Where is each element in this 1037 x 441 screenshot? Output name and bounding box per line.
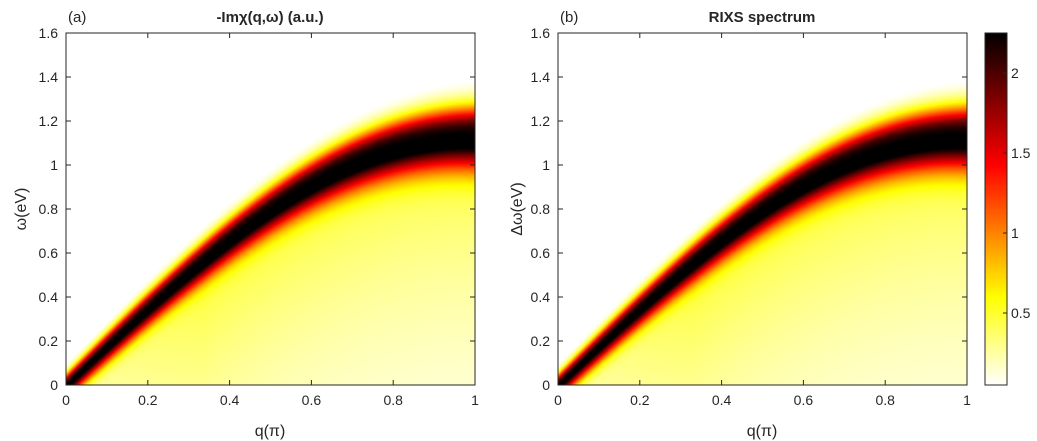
y-tick-label-a: 0.6 <box>39 245 59 261</box>
x-tick-label-a: 0.2 <box>138 392 158 408</box>
x-tick-label-a: 0.8 <box>383 392 403 408</box>
panel-b: (b) RIXS spectrum 0 0.2 0.4 0.6 0.8 100.20.40… <box>509 9 971 440</box>
panel-a: (a) -Imχ(q,ω) (a.u.) 0 0.2 0.4 0.6 0.8 100.20… <box>13 9 479 440</box>
y-tick-label-a: 1.2 <box>39 113 59 129</box>
y-tick-label-b: 0.4 <box>531 289 551 305</box>
y-axis-label-b: Δω(eV) <box>509 182 526 235</box>
panel-b-title: RIXS spectrum <box>709 9 816 26</box>
y-tick-label-b: 1 <box>542 157 550 173</box>
y-tick-label-b: 0.6 <box>531 245 551 261</box>
x-tick-label-b: 1 <box>963 392 971 408</box>
heatmap-a <box>66 33 475 385</box>
ticks-a: 0 0.2 0.4 0.6 0.8 1 0 0.2 0.4 0.6 0.8 1 1.2 1.4 1.6 <box>39 25 480 408</box>
y-tick-label-a: 0.4 <box>39 289 59 305</box>
y-tick-label-a: 0.8 <box>39 201 59 217</box>
y-tick-label-b: 0.2 <box>531 333 551 349</box>
y-tick-label-b: 0.8 <box>531 201 551 217</box>
y-tick-label-a: 1.6 <box>39 25 59 41</box>
colorbar-ticks: 0.5 1 1.5 2 <box>1003 65 1031 321</box>
x-axis-label-a: q(π) <box>255 423 286 440</box>
x-tick-label-a: 1 <box>471 392 479 408</box>
y-tick-label-b: 1.4 <box>531 69 551 85</box>
x-tick-label-b: 0.6 <box>794 392 814 408</box>
panel-b-tag: (b) <box>560 9 578 26</box>
x-tick-label-a: 0 <box>62 392 70 408</box>
y-tick-label-b: 0 <box>542 377 550 393</box>
x-tick-label-b: 0 <box>554 392 562 408</box>
y-tick-label-a: 1 <box>50 157 58 173</box>
y-tick-label-a: 0 <box>50 377 58 393</box>
x-tick-label-b: 0.2 <box>630 392 650 408</box>
colorbar-gradient <box>985 33 1007 385</box>
colorbar: 0.5 1 1.5 2 <box>984 32 1031 386</box>
y-tick-label-a: 1.4 <box>39 69 59 85</box>
y-tick-label-a: 0.2 <box>39 333 59 349</box>
x-axis-label-b: q(π) <box>747 423 778 440</box>
y-tick-label-b: 1.2 <box>531 113 551 129</box>
x-tick-label-b: 0.8 <box>875 392 895 408</box>
ticks-b: 0 0.2 0.4 0.6 0.8 1 0 0.2 0.4 0.6 0.8 1 1.2 1.4 1.6 <box>531 25 972 408</box>
colorbar-tick-label: 0.5 <box>1011 305 1031 321</box>
y-tick-label-b: 1.6 <box>531 25 551 41</box>
x-tick-label-a: 0.4 <box>220 392 240 408</box>
x-tick-label-b: 0.4 <box>712 392 732 408</box>
heatmap-b <box>558 33 967 385</box>
panel-a-title: -Imχ(q,ω) (a.u.) <box>216 9 323 26</box>
y-axis-label-a: ω(eV) <box>13 188 30 231</box>
colorbar-tick-label: 1.5 <box>1011 145 1031 161</box>
x-tick-label-a: 0.6 <box>302 392 322 408</box>
panel-a-tag: (a) <box>68 9 86 26</box>
colorbar-frame <box>984 32 1008 386</box>
colorbar-tick-label: 1 <box>1011 225 1019 241</box>
colorbar-tick-label: 2 <box>1011 65 1019 81</box>
